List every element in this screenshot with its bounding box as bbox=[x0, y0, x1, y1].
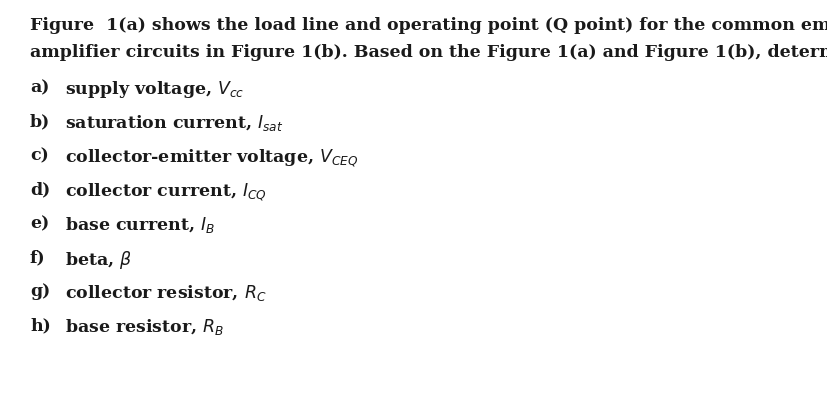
Text: amplifier circuits in Figure 1(b). Based on the Figure 1(a) and Figure 1(b), det: amplifier circuits in Figure 1(b). Based… bbox=[30, 44, 827, 61]
Text: h): h) bbox=[30, 316, 50, 333]
Text: a): a) bbox=[30, 79, 50, 96]
Text: f): f) bbox=[30, 248, 45, 265]
Text: d): d) bbox=[30, 180, 50, 198]
Text: c): c) bbox=[30, 147, 49, 164]
Text: base resistor, $R_B$: base resistor, $R_B$ bbox=[65, 316, 224, 336]
Text: collector current, $I_{CQ}$: collector current, $I_{CQ}$ bbox=[65, 180, 266, 202]
Text: Figure  1(a) shows the load line and operating point (Q point) for the common em: Figure 1(a) shows the load line and oper… bbox=[30, 17, 827, 34]
Text: saturation current, $I_{sat}$: saturation current, $I_{sat}$ bbox=[65, 113, 283, 133]
Text: g): g) bbox=[30, 282, 50, 299]
Text: beta, $\beta$: beta, $\beta$ bbox=[65, 248, 132, 270]
Text: collector-emitter voltage, $V_{CEQ}$: collector-emitter voltage, $V_{CEQ}$ bbox=[65, 147, 358, 168]
Text: base current, $I_B$: base current, $I_B$ bbox=[65, 215, 215, 235]
Text: collector resistor, $R_C$: collector resistor, $R_C$ bbox=[65, 282, 266, 302]
Text: e): e) bbox=[30, 215, 49, 231]
Text: b): b) bbox=[30, 113, 50, 130]
Text: supply voltage, $V_{cc}$: supply voltage, $V_{cc}$ bbox=[65, 79, 244, 100]
